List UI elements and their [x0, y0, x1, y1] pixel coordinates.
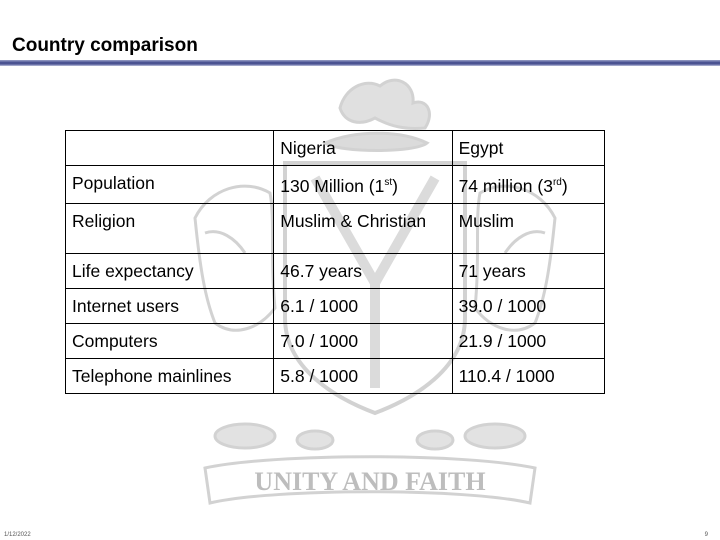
- ordinal-superscript: rd: [552, 177, 562, 188]
- cell-nigeria: 6.1 / 1000: [273, 287, 453, 324]
- row-label: Computers: [64, 322, 275, 359]
- cell-egypt: Muslim: [451, 202, 606, 254]
- header-cell-empty: [64, 130, 275, 166]
- cell-nigeria: Muslim & Christian: [273, 202, 453, 254]
- cell-nigeria: 5.8 / 1000: [273, 357, 453, 394]
- cell-nigeria-text: 130 Million (1: [280, 175, 385, 196]
- row-label: Population: [64, 165, 275, 204]
- cell-nigeria: 7.0 / 1000: [273, 322, 453, 359]
- title-underline: [0, 60, 720, 66]
- cell-nigeria-close: ): [392, 175, 398, 196]
- header-cell-egypt: Egypt: [451, 130, 606, 166]
- comparison-table: Nigeria Egypt Population 130 Million (1s…: [64, 130, 606, 394]
- footer-date: 1/12/2022: [4, 532, 31, 538]
- row-label: Religion: [64, 202, 275, 254]
- cell-egypt: 71 years: [451, 252, 606, 289]
- table-header-row: Nigeria Egypt: [64, 130, 606, 166]
- row-label: Telephone mainlines: [64, 357, 275, 394]
- cell-egypt: 74 million (3rd): [451, 165, 606, 204]
- table-row: Religion Muslim & Christian Muslim: [64, 202, 606, 254]
- header-cell-nigeria: Nigeria: [273, 130, 453, 166]
- ordinal-superscript: st: [384, 177, 393, 188]
- row-label: Life expectancy: [64, 252, 275, 289]
- cell-egypt-text: 74 million (3: [458, 175, 553, 196]
- table-row: Population 130 Million (1st) 74 million …: [64, 165, 606, 204]
- table-row: Telephone mainlines 5.8 / 1000 110.4 / 1…: [64, 357, 606, 394]
- row-label: Internet users: [64, 287, 275, 324]
- cell-egypt: 21.9 / 1000: [451, 322, 606, 359]
- cell-egypt: 39.0 / 1000: [451, 287, 606, 324]
- table-row: Internet users 6.1 / 1000 39.0 / 1000: [64, 287, 606, 324]
- cell-nigeria: 130 Million (1st): [273, 165, 453, 204]
- cell-egypt: 110.4 / 1000: [451, 357, 606, 394]
- cell-nigeria: 46.7 years: [273, 252, 453, 289]
- slide-title: Country comparison: [12, 35, 198, 56]
- motto-text: UNITY AND FAITH: [254, 467, 485, 496]
- table-row: Life expectancy 46.7 years 71 years: [64, 252, 606, 289]
- page-number: 9: [704, 532, 708, 538]
- cell-egypt-close: ): [561, 175, 568, 196]
- table-row: Computers 7.0 / 1000 21.9 / 1000: [64, 322, 606, 359]
